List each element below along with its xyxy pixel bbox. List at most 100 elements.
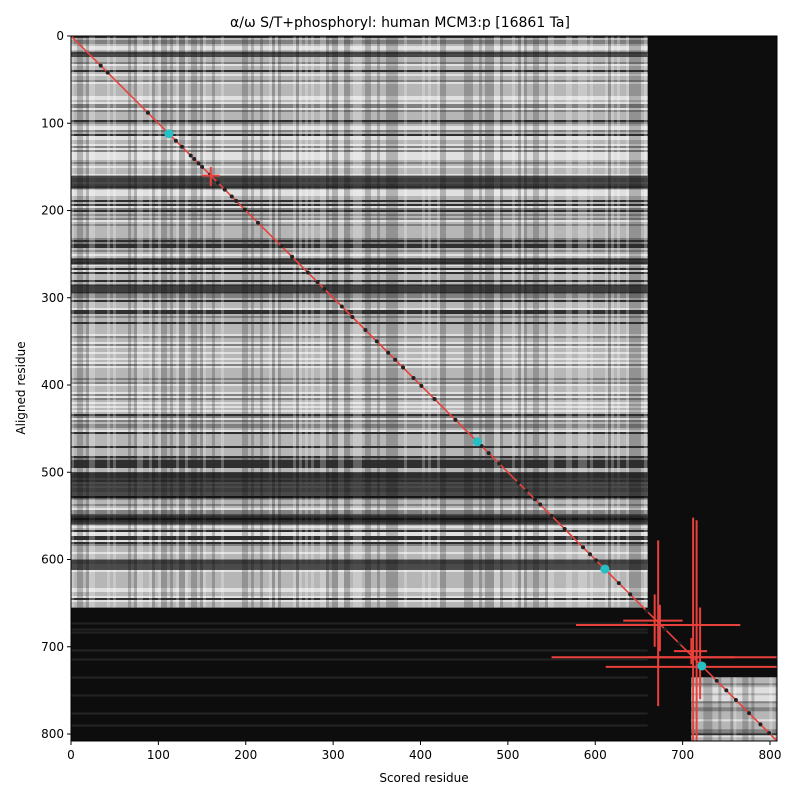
heatmap-streak bbox=[71, 132, 648, 134]
diagonal-point bbox=[386, 350, 391, 355]
heatmap-streak bbox=[71, 572, 648, 574]
heatmap-streak bbox=[71, 98, 648, 100]
heatmap-streak bbox=[71, 154, 648, 156]
heatmap-streak bbox=[71, 466, 648, 468]
heatmap-streak bbox=[691, 719, 777, 722]
heatmap-streak bbox=[71, 174, 648, 176]
x-tick-label: 800 bbox=[759, 748, 782, 762]
heatmap-streak bbox=[71, 412, 648, 414]
heatmap-vstreak bbox=[479, 36, 482, 608]
heatmap-streak bbox=[691, 729, 777, 732]
heatmap-dark-texture bbox=[71, 622, 648, 625]
heatmap-streak bbox=[71, 330, 648, 332]
heatmap-streak bbox=[71, 188, 648, 190]
heatmap-streak bbox=[71, 344, 648, 346]
heatmap-streak bbox=[71, 100, 648, 102]
x-axis-label: Scored residue bbox=[379, 771, 468, 785]
heatmap-streak bbox=[71, 590, 648, 592]
diagonal-point bbox=[724, 688, 729, 693]
heatmap-streak bbox=[691, 725, 777, 728]
x-tick-label: 600 bbox=[584, 748, 607, 762]
heatmap-streak bbox=[691, 679, 777, 682]
heatmap-vstreak bbox=[638, 36, 641, 608]
heatmap-vstreak bbox=[470, 36, 473, 608]
heatmap-streak bbox=[691, 689, 777, 692]
heatmap-streak bbox=[71, 548, 648, 550]
heatmap-streak bbox=[71, 166, 648, 168]
heatmap-vstreak bbox=[488, 36, 491, 608]
heatmap-streak bbox=[71, 370, 648, 372]
heatmap-streak bbox=[71, 326, 648, 328]
heatmap-streak bbox=[71, 452, 648, 454]
heatmap-vstreak bbox=[128, 36, 131, 608]
heatmap-streak bbox=[691, 733, 777, 736]
diagonal-point bbox=[616, 581, 621, 586]
heatmap-streak bbox=[71, 336, 648, 338]
heatmap-vstreak bbox=[200, 36, 203, 608]
diagonal-point bbox=[196, 161, 201, 166]
heatmap-streak bbox=[71, 50, 648, 52]
heatmap-vstreak bbox=[548, 36, 551, 608]
heatmap-streak bbox=[71, 302, 648, 304]
diagonal-point bbox=[486, 451, 491, 456]
heatmap-vstreak bbox=[494, 36, 497, 608]
heatmap-streak bbox=[71, 512, 648, 514]
heatmap-streak bbox=[71, 454, 648, 456]
heatmap-streak bbox=[71, 584, 648, 586]
heatmap-streak bbox=[71, 524, 648, 526]
heatmap-streak bbox=[71, 74, 648, 76]
heatmap-streak bbox=[71, 558, 648, 560]
heatmap-streak bbox=[71, 58, 648, 60]
heatmap-streak bbox=[71, 222, 648, 224]
heatmap-streak bbox=[71, 528, 648, 530]
heatmap-streak bbox=[71, 152, 648, 154]
heatmap-streak bbox=[71, 130, 648, 132]
heatmap-vstreak bbox=[751, 677, 755, 741]
heatmap-vstreak bbox=[140, 36, 143, 608]
heatmap-vstreak bbox=[605, 36, 608, 608]
heatmap-vstreak bbox=[485, 36, 488, 608]
heatmap-streak bbox=[71, 574, 648, 576]
heatmap-streak bbox=[71, 352, 648, 354]
highlight-point bbox=[472, 437, 482, 447]
heatmap-vstreak bbox=[251, 36, 254, 608]
diagonal-point bbox=[255, 220, 260, 225]
heatmap-vstreak bbox=[775, 677, 777, 741]
heatmap-streak bbox=[71, 580, 648, 582]
heatmap-streak bbox=[691, 691, 777, 694]
heatmap-streak bbox=[71, 242, 648, 244]
heatmap-streak bbox=[71, 250, 648, 252]
heatmap-streak bbox=[71, 248, 648, 250]
heatmap-vstreak bbox=[221, 36, 224, 608]
heatmap-streak bbox=[71, 396, 648, 398]
diagonal-point bbox=[322, 287, 327, 292]
heatmap-vstreak bbox=[341, 36, 344, 608]
heatmap-vstreak bbox=[386, 36, 389, 608]
heatmap-streak bbox=[71, 414, 648, 416]
heatmap-vstreak bbox=[326, 36, 329, 608]
heatmap-streak bbox=[71, 164, 648, 166]
heatmap-streak bbox=[71, 210, 648, 212]
heatmap-streak bbox=[691, 713, 777, 716]
heatmap-vstreak bbox=[332, 36, 335, 608]
heatmap-streak bbox=[71, 400, 648, 402]
heatmap-streak bbox=[71, 462, 648, 464]
heatmap-streak bbox=[71, 278, 648, 280]
heatmap-streak bbox=[691, 685, 777, 688]
heatmap-vstreak bbox=[608, 36, 611, 608]
heatmap-streak bbox=[71, 596, 648, 598]
heatmap-streak bbox=[71, 296, 648, 298]
heatmap-streak bbox=[71, 88, 648, 90]
heatmap-vstreak bbox=[730, 677, 734, 741]
heatmap-streak bbox=[71, 112, 648, 114]
heatmap-streak bbox=[71, 442, 648, 444]
y-tick-label: 100 bbox=[41, 116, 64, 130]
heatmap-vstreak bbox=[245, 36, 248, 608]
heatmap-streak bbox=[71, 434, 648, 436]
heatmap-vstreak bbox=[311, 36, 314, 608]
diagonal-point bbox=[339, 304, 344, 309]
heatmap-streak bbox=[71, 214, 648, 216]
heatmap-streak bbox=[71, 108, 648, 110]
heatmap-streak bbox=[691, 715, 777, 718]
heatmap-streak bbox=[71, 318, 648, 320]
